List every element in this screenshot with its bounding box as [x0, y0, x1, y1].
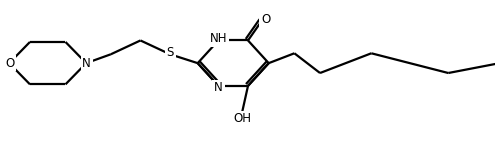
Text: S: S: [166, 46, 174, 59]
Text: O: O: [261, 13, 270, 26]
Text: NH: NH: [210, 32, 227, 45]
Text: N: N: [82, 57, 91, 70]
Text: OH: OH: [233, 112, 251, 125]
Text: O: O: [5, 57, 14, 70]
Text: N: N: [214, 81, 223, 94]
